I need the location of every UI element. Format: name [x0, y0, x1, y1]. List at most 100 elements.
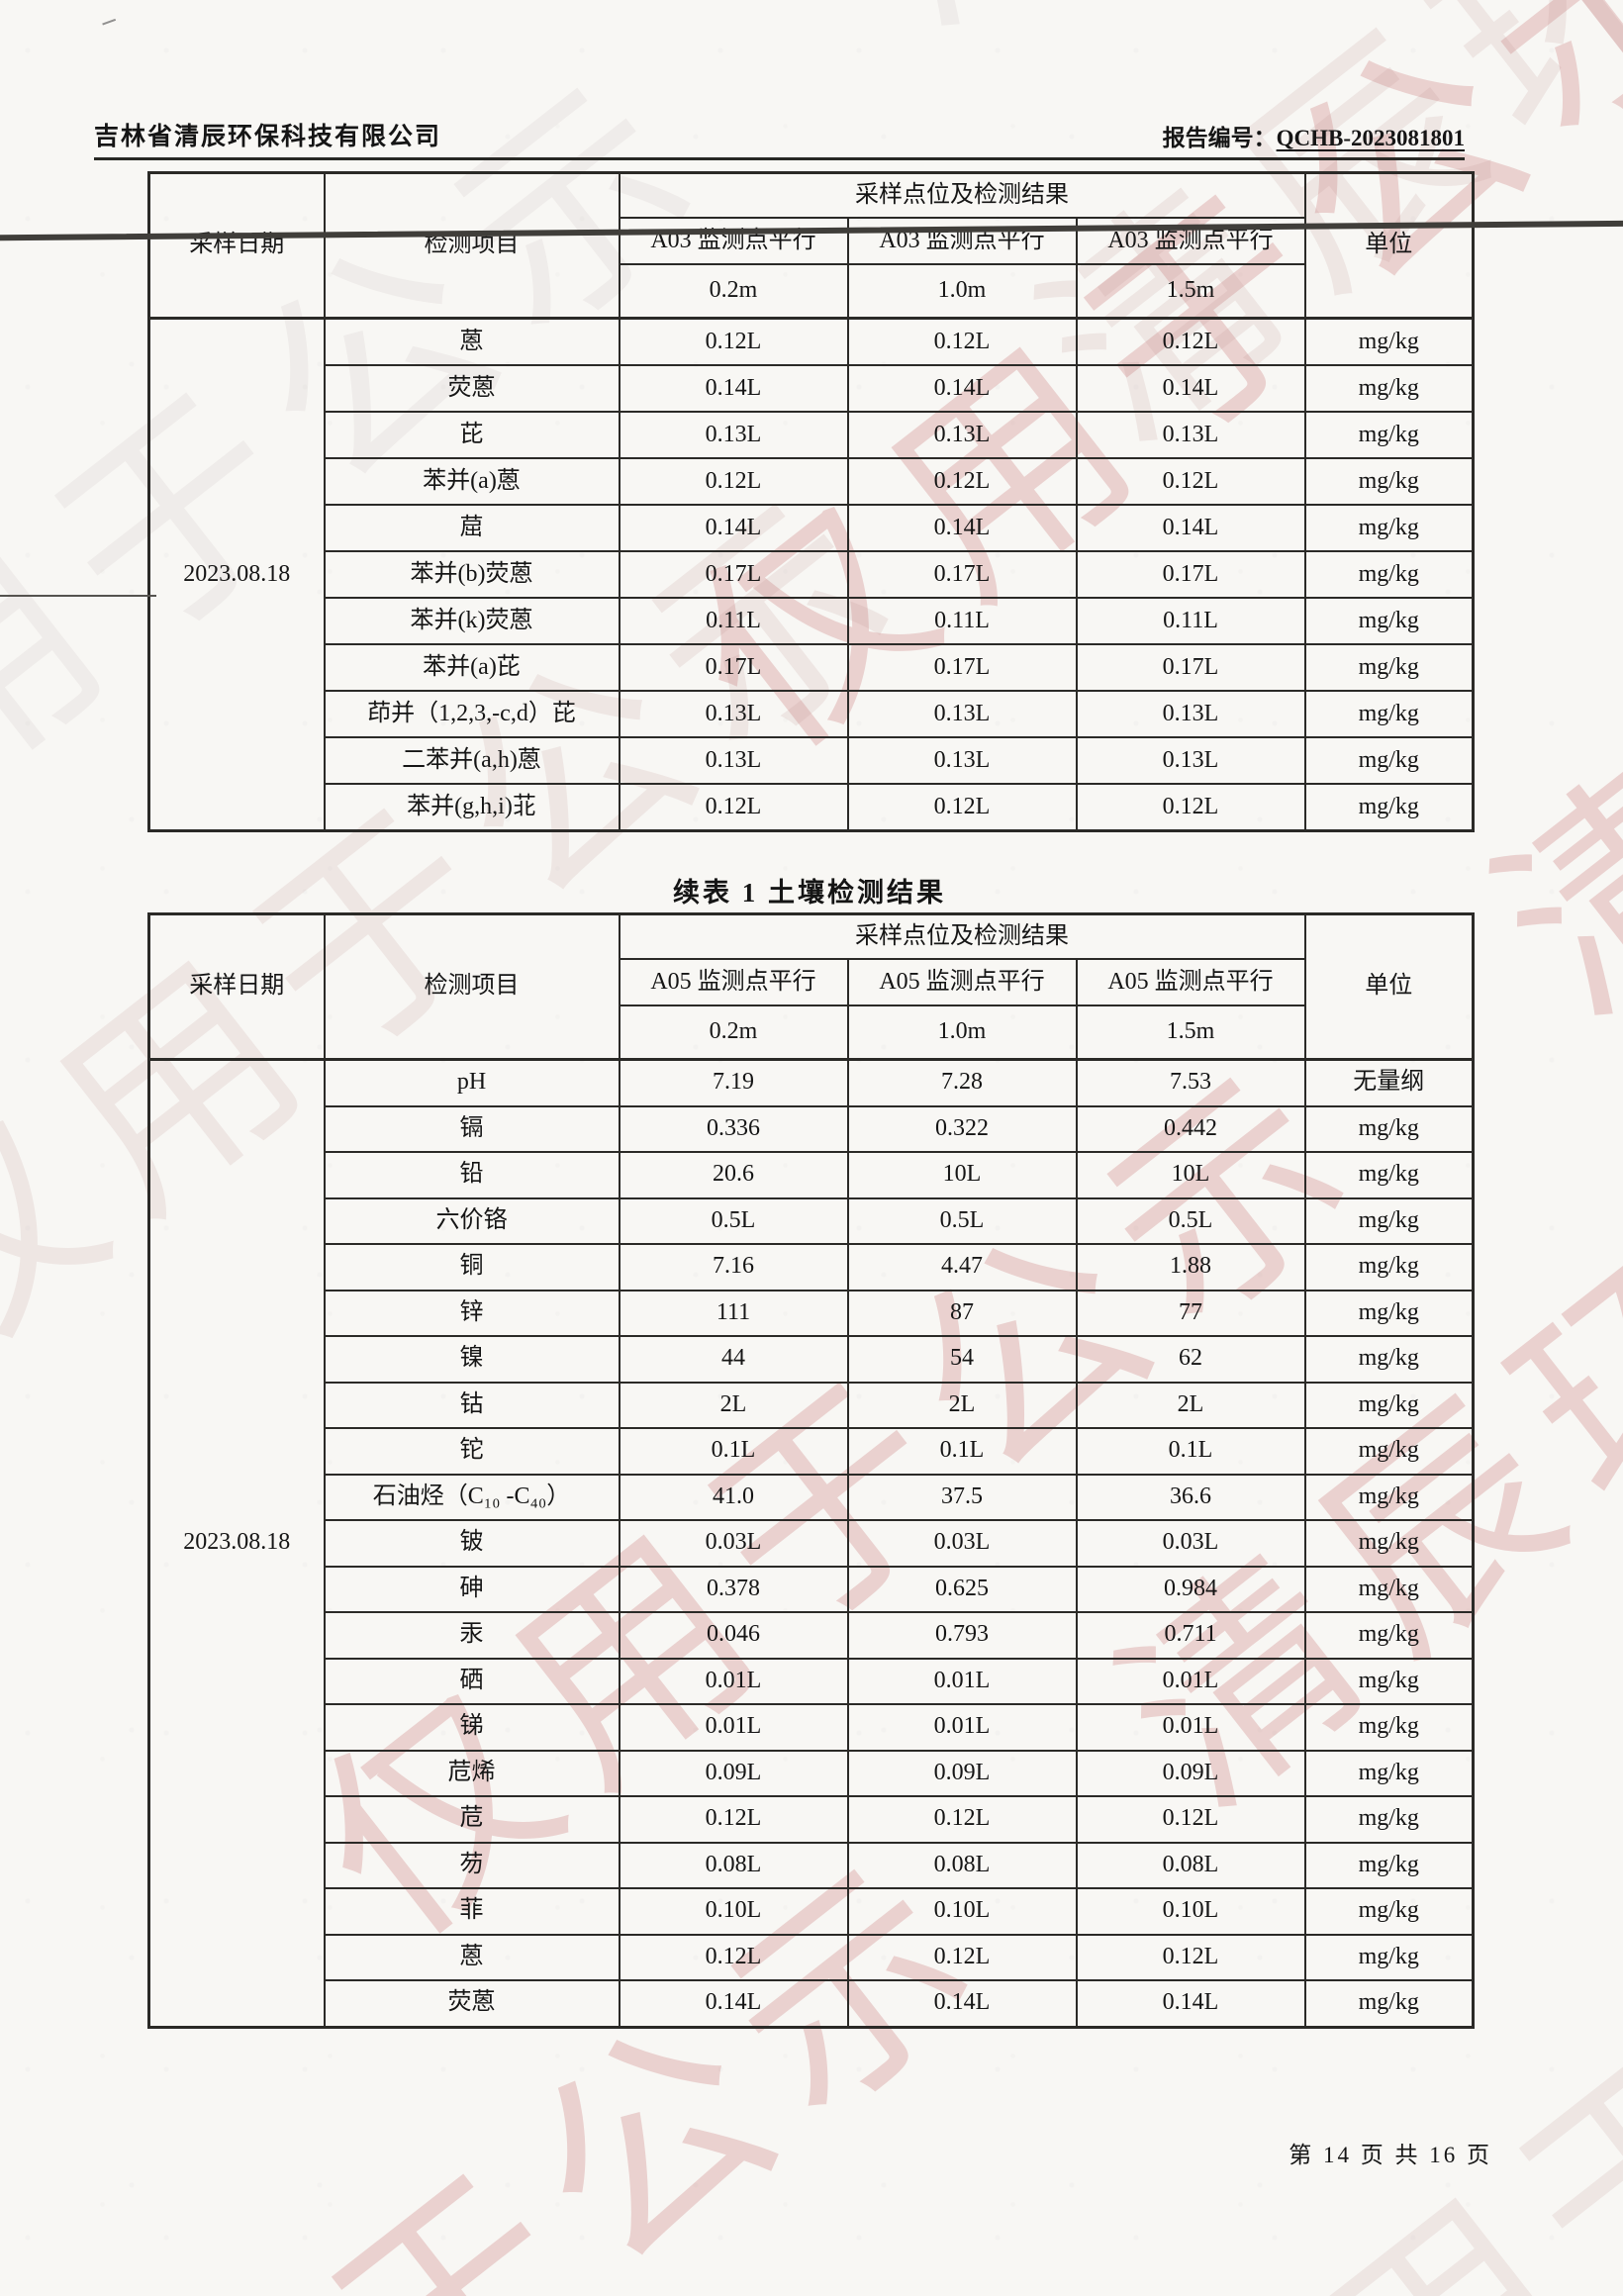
value-1-5m-cell: 0.984: [1075, 1565, 1306, 1613]
value-0-2m-cell: 41.0: [618, 1473, 849, 1521]
value-1-0m-cell: 0.793: [846, 1611, 1078, 1660]
value-0-2m-cell: 0.01L: [618, 1703, 849, 1752]
unit-cell: mg/kg: [1303, 1289, 1475, 1337]
value-0-2m-cell: 0.12L: [618, 1795, 849, 1844]
test-item-cell: 铊: [323, 1427, 621, 1476]
value-1-0m-cell: 0.13L: [846, 736, 1078, 785]
value-0-2m-cell: 0.11L: [618, 597, 849, 645]
table-row: 锌 111 87 77 mg/kg: [149, 1289, 1475, 1337]
unit-cell: mg/kg: [1303, 1243, 1475, 1292]
header-depth-1: 0.2m: [618, 1004, 849, 1061]
unit-cell: mg/kg: [1303, 1335, 1475, 1384]
test-item-cell: 苯并(b)荧蒽: [323, 550, 621, 599]
table-row: 䓛 0.14L 0.14L 0.14L mg/kg: [149, 504, 1475, 552]
value-1-5m-cell: 0.13L: [1075, 736, 1306, 785]
value-0-2m-cell: 0.03L: [618, 1519, 849, 1568]
value-1-0m-cell: 0.12L: [846, 457, 1078, 506]
test-item-cell: 铜: [323, 1243, 621, 1292]
soil-results-table-a05: 采样日期 检测项目 采样点位及检测结果 单位 A05 监测点平行 A05 监测点…: [147, 912, 1476, 2029]
value-1-5m-cell: 0.08L: [1075, 1841, 1306, 1889]
value-1-5m-cell: 10L: [1075, 1151, 1306, 1199]
test-item-cell: 锌: [323, 1289, 621, 1337]
value-1-0m-cell: 0.14L: [846, 1979, 1078, 2028]
test-item-cell: 䓛: [323, 504, 621, 552]
test-item-cell: 苊烯: [323, 1749, 621, 1797]
table2-title: 续表 1 土壤检测结果: [673, 878, 946, 908]
table-row: 砷 0.378 0.625 0.984 mg/kg: [149, 1565, 1475, 1613]
value-1-0m-cell: 0.01L: [846, 1657, 1078, 1705]
value-1-0m-cell: 0.14L: [846, 504, 1078, 552]
value-1-0m-cell: 0.13L: [846, 411, 1078, 459]
value-1-0m-cell: 0.322: [846, 1104, 1078, 1153]
value-0-2m-cell: 20.6: [618, 1151, 849, 1199]
unit-cell: mg/kg: [1303, 1979, 1475, 2028]
value-0-2m-cell: 0.378: [618, 1565, 849, 1613]
soil-results-table-a03: 采样日期 检测项目 采样点位及检测结果 单位 A03 监测点平行 A03 监测点…: [147, 171, 1476, 832]
value-1-5m-cell: 0.11L: [1075, 597, 1306, 645]
value-1-5m-cell: 0.12L: [1075, 1795, 1306, 1844]
value-1-5m-cell: 0.12L: [1075, 1933, 1306, 1981]
header-sampling-results: 采样点位及检测结果: [618, 171, 1306, 219]
table-row: 苯并(b)荧蒽 0.17L 0.17L 0.17L mg/kg: [149, 550, 1475, 599]
test-item-cell: 六价铬: [323, 1196, 621, 1245]
unit-cell: mg/kg: [1303, 1933, 1475, 1981]
value-1-0m-cell: 87: [846, 1289, 1078, 1337]
unit-cell: mg/kg: [1303, 1196, 1475, 1245]
value-0-2m-cell: 0.13L: [618, 411, 849, 459]
value-0-2m-cell: 0.5L: [618, 1196, 849, 1245]
header-test-item: 检测项目: [323, 171, 621, 320]
value-0-2m-cell: 0.01L: [618, 1657, 849, 1705]
table-row: 芴 0.08L 0.08L 0.08L mg/kg: [149, 1841, 1475, 1889]
value-1-0m-cell: 0.12L: [846, 317, 1078, 366]
test-item-cell: 砷: [323, 1565, 621, 1613]
test-item-cell: 铅: [323, 1151, 621, 1199]
unit-cell: mg/kg: [1303, 690, 1475, 738]
test-item-cell: 蒽: [323, 317, 621, 366]
scan-noise-mark: [102, 18, 130, 63]
header-sampling-results: 采样点位及检测结果: [618, 912, 1306, 960]
value-1-5m-cell: 0.01L: [1075, 1657, 1306, 1705]
header-depth-1: 0.2m: [618, 263, 849, 320]
value-1-0m-cell: 2L: [846, 1381, 1078, 1429]
value-1-5m-cell: 0.13L: [1075, 411, 1306, 459]
header-depth-2: 1.0m: [846, 263, 1078, 320]
table-row: 汞 0.046 0.793 0.711 mg/kg: [149, 1611, 1475, 1660]
value-0-2m-cell: 0.12L: [618, 1933, 849, 1981]
unit-cell: mg/kg: [1303, 1104, 1475, 1153]
value-1-5m-cell: 0.03L: [1075, 1519, 1306, 1568]
table-row: 茚并（1,2,3,-c,d）芘 0.13L 0.13L 0.13L mg/kg: [149, 690, 1475, 738]
table-row: 荧蒽 0.14L 0.14L 0.14L mg/kg: [149, 364, 1475, 413]
table-row: 镍 44 54 62 mg/kg: [149, 1335, 1475, 1384]
value-1-0m-cell: 0.5L: [846, 1196, 1078, 1245]
test-item-cell: 菲: [323, 1887, 621, 1936]
value-1-0m-cell: 0.11L: [846, 597, 1078, 645]
value-1-5m-cell: 2L: [1075, 1381, 1306, 1429]
value-1-0m-cell: 0.10L: [846, 1887, 1078, 1936]
value-0-2m-cell: 0.1L: [618, 1427, 849, 1476]
header-depth-2: 1.0m: [846, 1004, 1078, 1061]
table-row: 菲 0.10L 0.10L 0.10L mg/kg: [149, 1887, 1475, 1936]
value-1-0m-cell: 0.625: [846, 1565, 1078, 1613]
test-item-cell: 锑: [323, 1703, 621, 1752]
unit-cell: mg/kg: [1303, 643, 1475, 692]
table-row: 铅 20.6 10L 10L mg/kg: [149, 1151, 1475, 1199]
value-0-2m-cell: 44: [618, 1335, 849, 1384]
header-unit: 单位: [1303, 912, 1475, 1061]
value-0-2m-cell: 0.12L: [618, 783, 849, 832]
value-1-5m-cell: 36.6: [1075, 1473, 1306, 1521]
value-0-2m-cell: 0.13L: [618, 736, 849, 785]
test-item-cell: 二苯并(a,h)蒽: [323, 736, 621, 785]
value-1-0m-cell: 0.12L: [846, 783, 1078, 832]
value-1-5m-cell: 1.88: [1075, 1243, 1306, 1292]
unit-cell: mg/kg: [1303, 1795, 1475, 1844]
unit-cell: mg/kg: [1303, 550, 1475, 599]
unit-cell: mg/kg: [1303, 1703, 1475, 1752]
unit-cell: mg/kg: [1303, 1887, 1475, 1936]
unit-cell: mg/kg: [1303, 364, 1475, 413]
unit-cell: mg/kg: [1303, 597, 1475, 645]
table-row: 蒽 0.12L 0.12L 0.12L mg/kg: [149, 1933, 1475, 1981]
report-number: 报告编号：QCHB-2023081801: [1163, 119, 1465, 152]
value-1-0m-cell: 54: [846, 1335, 1078, 1384]
header-test-item: 检测项目: [323, 912, 621, 1061]
value-0-2m-cell: 0.046: [618, 1611, 849, 1660]
